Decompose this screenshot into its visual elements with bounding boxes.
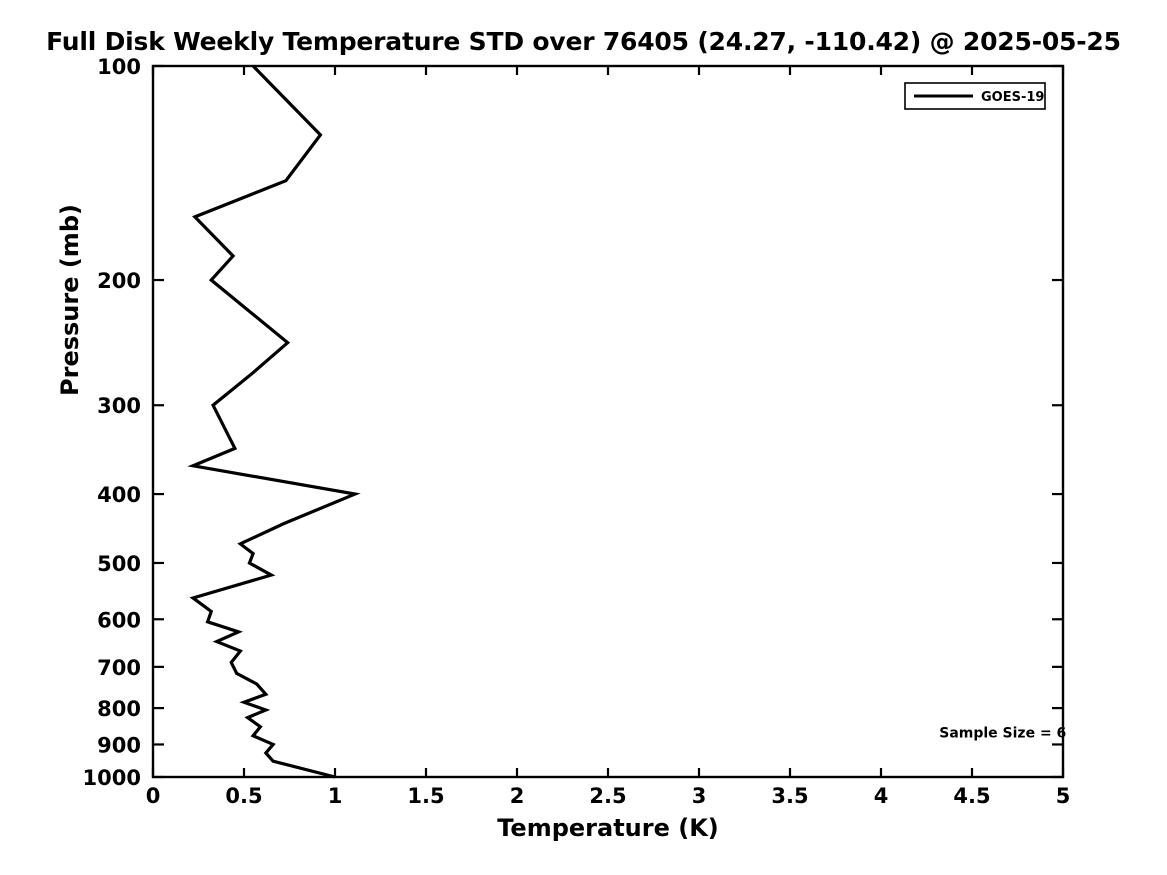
page-title: Full Disk Weekly Temperature STD over 76… xyxy=(46,27,1121,56)
data-line-goes-19 xyxy=(187,64,361,779)
x-axis-ticks: 0 0.5 1 1.5 2 2.5 3 3.5 4 4.5 5 xyxy=(146,66,1071,808)
y-axis-ticks: 100 200 300 400 500 600 700 800 900 1000 xyxy=(83,55,1063,790)
x-tick-label: 3 xyxy=(692,784,707,808)
y-tick-label: 400 xyxy=(97,483,141,507)
y-tick-label: 200 xyxy=(97,269,141,293)
x-tick-label: 1 xyxy=(328,784,343,808)
y-tick-label: 700 xyxy=(97,656,141,680)
x-tick-label: 4 xyxy=(874,784,889,808)
x-tick-label: 4.5 xyxy=(953,784,990,808)
data-series-group xyxy=(187,64,361,779)
y-tick-label: 100 xyxy=(97,55,141,79)
annotation-group: Sample Size = 6 xyxy=(939,726,1066,742)
x-tick-label: 2 xyxy=(510,784,525,808)
x-axis-label: Temperature (K) xyxy=(497,814,719,842)
legend: GOES-19 xyxy=(904,82,1046,110)
y-tick-label: 800 xyxy=(97,697,141,721)
x-tick-label: 0 xyxy=(146,784,161,808)
y-tick-label: 1000 xyxy=(83,766,141,790)
axes-frame xyxy=(151,64,1065,779)
sample-size-annotation: Sample Size = 6 xyxy=(939,726,1066,742)
legend-label: GOES-19 xyxy=(981,90,1044,105)
x-tick-label: 1.5 xyxy=(407,784,444,808)
y-tick-label: 900 xyxy=(97,733,141,757)
x-tick-label: 3.5 xyxy=(771,784,808,808)
y-tick-label: 300 xyxy=(97,394,141,418)
x-tick-label: 5 xyxy=(1056,784,1071,808)
y-tick-label: 600 xyxy=(97,608,141,632)
x-tick-label: 2.5 xyxy=(589,784,626,808)
x-tick-label: 0.5 xyxy=(225,784,262,808)
y-tick-label: 500 xyxy=(97,552,141,576)
